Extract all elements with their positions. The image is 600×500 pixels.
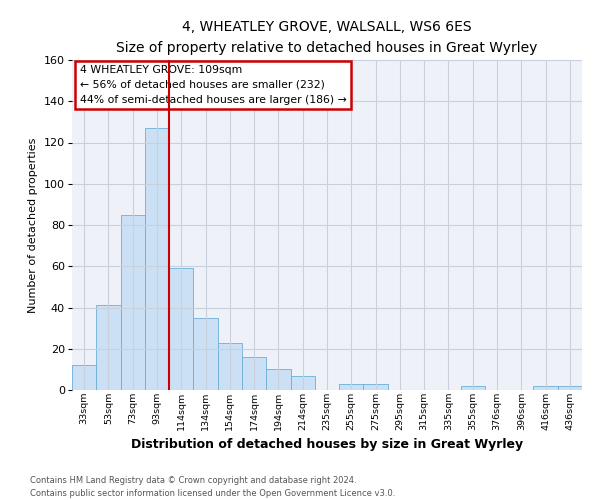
- Text: Contains HM Land Registry data © Crown copyright and database right 2024.
Contai: Contains HM Land Registry data © Crown c…: [30, 476, 395, 498]
- Bar: [364, 384, 388, 390]
- Bar: [72, 365, 96, 390]
- X-axis label: Distribution of detached houses by size in Great Wyrley: Distribution of detached houses by size …: [131, 438, 523, 451]
- Bar: [290, 376, 315, 390]
- Bar: [266, 370, 290, 390]
- Bar: [461, 386, 485, 390]
- Bar: [193, 318, 218, 390]
- Title: 4, WHEATLEY GROVE, WALSALL, WS6 6ES
Size of property relative to detached houses: 4, WHEATLEY GROVE, WALSALL, WS6 6ES Size…: [116, 20, 538, 54]
- Bar: [96, 306, 121, 390]
- Bar: [218, 342, 242, 390]
- Bar: [242, 357, 266, 390]
- Bar: [339, 384, 364, 390]
- Text: 4 WHEATLEY GROVE: 109sqm
← 56% of detached houses are smaller (232)
44% of semi-: 4 WHEATLEY GROVE: 109sqm ← 56% of detach…: [80, 65, 346, 104]
- Bar: [121, 214, 145, 390]
- Y-axis label: Number of detached properties: Number of detached properties: [28, 138, 38, 312]
- Bar: [169, 268, 193, 390]
- Bar: [558, 386, 582, 390]
- Bar: [533, 386, 558, 390]
- Bar: [145, 128, 169, 390]
